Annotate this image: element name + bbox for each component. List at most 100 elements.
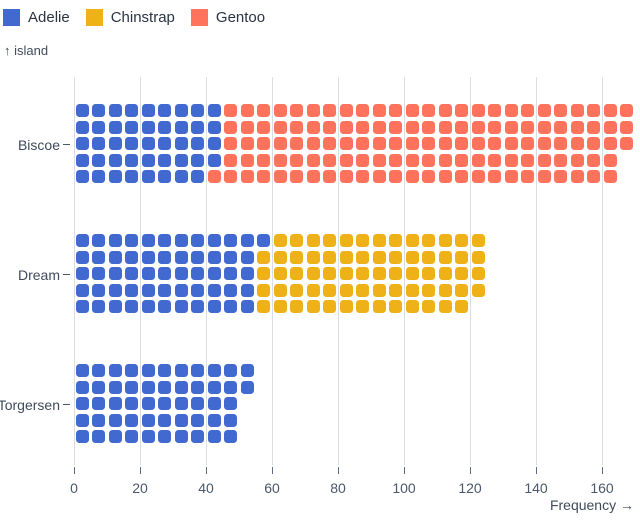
waffle-cell (92, 104, 106, 118)
waffle-cell (224, 364, 238, 378)
waffle-cell (108, 250, 122, 264)
waffle-cell (141, 283, 155, 297)
waffle-cell (108, 153, 122, 167)
waffle-cell (141, 267, 155, 281)
waffle-cell (389, 283, 403, 297)
waffle-cell (207, 430, 221, 444)
waffle-cell (257, 267, 271, 281)
waffle-cell (455, 234, 469, 248)
waffle-cell (537, 170, 551, 184)
waffle-cell (224, 413, 238, 427)
waffle-cell (554, 137, 568, 151)
waffle-cell (356, 267, 370, 281)
waffle-cell (389, 170, 403, 184)
y-axis-title: ↑ island (4, 43, 49, 58)
waffle-cell (125, 104, 139, 118)
waffle-cell (108, 430, 122, 444)
waffle-cell (125, 250, 139, 264)
waffle-cell (339, 170, 353, 184)
waffle-cell (323, 153, 337, 167)
waffle-cell (389, 300, 403, 314)
x-tick-20 (140, 467, 141, 474)
waffle-cell (554, 104, 568, 118)
waffle-cell (207, 267, 221, 281)
x-tick-100 (404, 467, 405, 474)
waffle-cell (438, 267, 452, 281)
waffle-cell (290, 283, 304, 297)
waffle-cell (372, 300, 386, 314)
waffle-cell (405, 234, 419, 248)
waffle-cell (191, 430, 205, 444)
waffle-cell (174, 170, 188, 184)
waffle-cell (471, 267, 485, 281)
waffle-cell (290, 267, 304, 281)
waffle-cell (191, 283, 205, 297)
x-tick-140 (536, 467, 537, 474)
waffle-cell (273, 120, 287, 134)
waffle-cell (554, 170, 568, 184)
waffle-cell (290, 234, 304, 248)
waffle-cell (587, 137, 601, 151)
waffle-cell (174, 300, 188, 314)
waffle-cell (273, 137, 287, 151)
waffle-cell (554, 120, 568, 134)
waffle-cell (75, 397, 89, 411)
waffle-cell (207, 250, 221, 264)
x-tick-label-80: 80 (330, 480, 346, 496)
waffle-cell (92, 137, 106, 151)
waffle-cell (455, 137, 469, 151)
waffle-cell (141, 380, 155, 394)
gridline-100 (404, 77, 405, 465)
waffle-cell (438, 170, 452, 184)
waffle-cell (603, 104, 617, 118)
waffle-cell (141, 170, 155, 184)
waffle-cell (108, 300, 122, 314)
waffle-cell (273, 234, 287, 248)
waffle-cell (405, 137, 419, 151)
waffle-cell (191, 380, 205, 394)
waffle-cell (141, 153, 155, 167)
waffle-cell (339, 153, 353, 167)
x-tick-40 (206, 467, 207, 474)
waffle-cell (455, 300, 469, 314)
waffle-cell (323, 250, 337, 264)
waffle-cell (471, 104, 485, 118)
gridline-60 (272, 77, 273, 465)
x-tick-label-160: 160 (590, 480, 614, 496)
waffle-cell (554, 153, 568, 167)
waffle-cell (306, 170, 320, 184)
waffle-cell (389, 250, 403, 264)
waffle-cell (174, 380, 188, 394)
legend-swatch-chinstrap (85, 9, 103, 26)
waffle-cell (75, 283, 89, 297)
waffle-cell (438, 250, 452, 264)
waffle-cell (191, 137, 205, 151)
waffle-cell (521, 120, 535, 134)
waffle-cell (158, 380, 172, 394)
waffle-cell (191, 170, 205, 184)
x-tick-label-20: 20 (132, 480, 148, 496)
waffle-cell (488, 104, 502, 118)
waffle-cell (92, 430, 106, 444)
waffle-cell (92, 267, 106, 281)
waffle-cell (207, 234, 221, 248)
waffle-cell (455, 283, 469, 297)
waffle-cell (224, 267, 238, 281)
waffle-cell (224, 137, 238, 151)
waffle-cell (174, 267, 188, 281)
waffle-cell (257, 300, 271, 314)
waffle-cell (174, 413, 188, 427)
waffle-cell (422, 170, 436, 184)
waffle-cell (422, 250, 436, 264)
waffle-cell (240, 283, 254, 297)
x-tick-label-60: 60 (264, 480, 280, 496)
waffle-cell (224, 170, 238, 184)
waffle-cell (240, 300, 254, 314)
waffle-cell (108, 283, 122, 297)
waffle-cell (339, 250, 353, 264)
waffle-cell (240, 380, 254, 394)
waffle-cell (240, 120, 254, 134)
waffle-cell (290, 137, 304, 151)
waffle-cell (92, 153, 106, 167)
